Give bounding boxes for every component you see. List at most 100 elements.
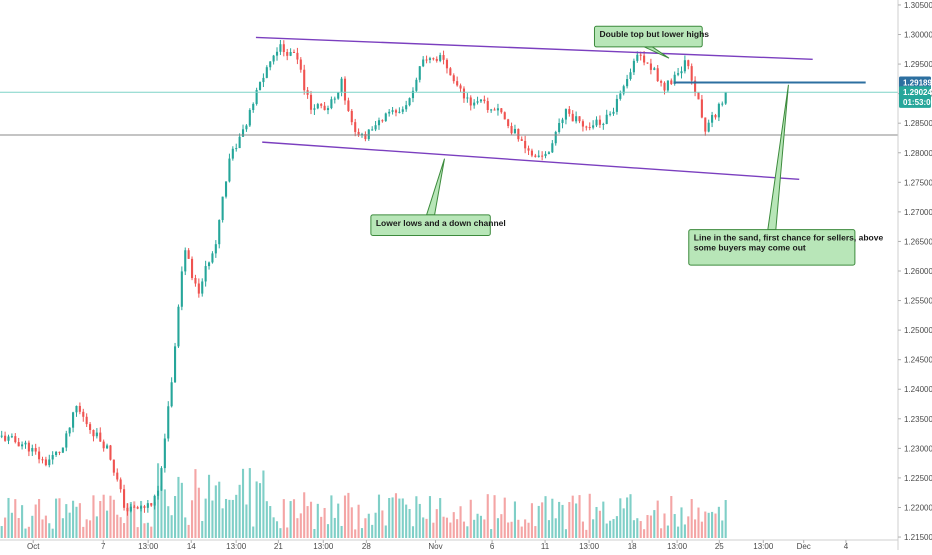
annotation-note[interactable]: Line in the sand, first chance for selle… (688, 84, 884, 266)
channel-upper-line[interactable] (255, 36, 813, 61)
annotation-box (593, 25, 703, 48)
candle-body (146, 503, 149, 508)
candle-body (119, 479, 122, 490)
volume-bar (388, 498, 391, 538)
candle-body (564, 109, 567, 120)
volume-bar (439, 498, 442, 538)
volume-bar (714, 513, 717, 538)
volume-bar (112, 499, 115, 538)
candle-body (646, 62, 649, 64)
candle-body (112, 459, 115, 473)
volume-bar (469, 499, 472, 538)
volume-bar (99, 501, 102, 538)
candle-body (350, 110, 353, 123)
time-axis[interactable]: Oct 7 13:00 14 13:00 21 13:00 28 Nov 6 11 13:00 18 13… (0, 539, 898, 551)
volume-bar (360, 528, 364, 538)
price-axis[interactable]: 1.305001.300001.295001.290001.285001.280… (897, 0, 932, 550)
candle-body (17, 442, 20, 447)
candle-body (27, 442, 30, 452)
volume-bar (374, 512, 377, 538)
candle-body (292, 51, 296, 53)
volume-bar (313, 528, 316, 538)
candle-body (578, 116, 581, 122)
volume-bar (258, 483, 262, 538)
candle-body (602, 123, 605, 125)
time-tick-label: 25 (715, 542, 724, 550)
candle-body (89, 424, 92, 431)
volume-bar (65, 504, 68, 538)
volume-bar (187, 524, 190, 538)
candle-body (38, 451, 41, 460)
annotation-note[interactable]: Double top but lower highs (593, 25, 709, 59)
volume-bar (129, 502, 132, 538)
candle-body (0, 435, 3, 437)
volume-bar (143, 523, 146, 538)
candle-body (252, 103, 255, 111)
volume-bar (595, 506, 598, 538)
candle-body (418, 66, 421, 80)
candle-layer (0, 39, 727, 516)
candle-body (65, 433, 68, 448)
candle-body (690, 66, 693, 81)
candle-body (340, 78, 343, 93)
volume-bar (425, 518, 428, 538)
annotation-layer[interactable]: Double top but lower highs Lower lows and… (370, 25, 884, 266)
drawing-layer[interactable] (255, 36, 866, 181)
candle-body (673, 74, 676, 84)
candle-body (78, 405, 81, 412)
volume-bar (697, 507, 700, 538)
candle-body (102, 441, 105, 449)
volume-bar (609, 520, 612, 538)
volume-bar (10, 512, 13, 538)
volume-bar (527, 522, 530, 538)
volume-bar (571, 495, 574, 538)
candle-body (656, 68, 659, 82)
volume-bar (707, 512, 710, 538)
candle-body (214, 244, 217, 254)
candle-body (279, 44, 282, 52)
candle-body (700, 99, 703, 118)
volume-bar (330, 495, 333, 538)
volume-bar (204, 498, 207, 538)
candle-body (123, 489, 126, 508)
annotation-text: Line in the sand, first chance for selle… (694, 233, 884, 243)
volume-bar (442, 516, 445, 538)
candle-body (629, 72, 632, 80)
volume-layer (0, 463, 727, 538)
candle-body (289, 51, 292, 56)
candle-body (333, 98, 336, 100)
channel-lower-line[interactable] (262, 141, 800, 181)
time-tick-label: Oct (27, 542, 40, 550)
volume-bar (636, 518, 639, 538)
price-tick-label: 1.22500 (904, 474, 932, 483)
candle-body (95, 432, 98, 437)
volume-bar (207, 474, 211, 538)
candle-body (687, 60, 690, 67)
volume-bar (58, 498, 61, 538)
candle-body (248, 110, 251, 126)
candle-body (190, 258, 194, 279)
candle-body (129, 506, 132, 512)
candle-body (683, 60, 686, 72)
volume-bar (282, 499, 285, 538)
candle-body (275, 51, 279, 56)
time-tick-label: 13:00 (579, 542, 600, 550)
volume-bar (381, 510, 384, 538)
candle-body (479, 99, 483, 102)
price-tick-label: 1.27500 (904, 178, 932, 187)
volume-bar (646, 515, 649, 538)
volume-bar (721, 520, 724, 538)
volume-bar (303, 492, 306, 538)
candle-body (72, 412, 75, 428)
candle-body (313, 108, 316, 110)
volume-bar (462, 521, 466, 538)
volume-bar (568, 502, 571, 538)
volume-bar (194, 469, 197, 538)
annotation-note[interactable]: Lower lows and a down channel (370, 158, 506, 237)
candle-body (41, 459, 44, 461)
candle-body (187, 250, 190, 259)
volume-bar (643, 529, 646, 538)
volume-bar (72, 500, 75, 538)
